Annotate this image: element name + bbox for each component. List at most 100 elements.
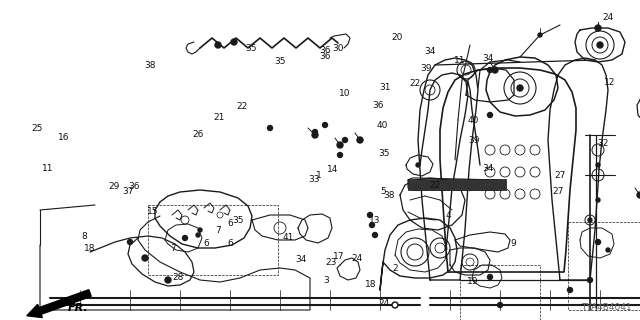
Circle shape: [337, 142, 343, 148]
Text: 6: 6: [204, 239, 209, 248]
Bar: [408, 179, 506, 190]
Circle shape: [595, 239, 600, 244]
Text: 34: 34: [424, 47, 436, 56]
Circle shape: [372, 233, 378, 237]
Text: 24: 24: [378, 300, 390, 308]
Text: 18: 18: [365, 280, 377, 289]
Text: 7: 7: [170, 244, 175, 253]
Circle shape: [568, 287, 573, 292]
Circle shape: [165, 277, 171, 283]
Text: 21: 21: [213, 113, 225, 122]
Text: 27: 27: [554, 171, 566, 180]
Circle shape: [142, 255, 148, 261]
Bar: [568, 222, 640, 310]
Text: 1: 1: [316, 171, 321, 180]
Text: 36: 36: [372, 101, 383, 110]
Text: 34: 34: [482, 164, 493, 173]
Circle shape: [538, 33, 542, 37]
Circle shape: [492, 67, 498, 73]
Bar: [148, 205, 278, 275]
Text: 32: 32: [597, 140, 609, 148]
Text: 38: 38: [145, 61, 156, 70]
Text: 24: 24: [351, 254, 363, 263]
Circle shape: [367, 212, 372, 218]
Circle shape: [196, 233, 200, 237]
Text: 26: 26: [193, 130, 204, 139]
Circle shape: [606, 248, 610, 252]
Text: 28: 28: [172, 273, 184, 282]
Text: 10: 10: [339, 89, 350, 98]
Text: 34: 34: [482, 54, 493, 63]
Circle shape: [497, 302, 502, 308]
Circle shape: [215, 42, 221, 48]
Text: 13: 13: [369, 216, 380, 225]
Text: 2: 2: [393, 264, 398, 273]
Text: 3: 3: [324, 276, 329, 285]
Circle shape: [337, 153, 342, 157]
Circle shape: [488, 113, 493, 117]
Circle shape: [588, 277, 593, 283]
Circle shape: [588, 218, 592, 222]
Text: 35: 35: [245, 44, 257, 53]
Text: 19: 19: [467, 277, 478, 286]
Circle shape: [637, 192, 640, 198]
Circle shape: [488, 275, 493, 279]
Text: 35: 35: [232, 216, 244, 225]
Circle shape: [596, 163, 600, 167]
Text: 16: 16: [58, 133, 70, 142]
Text: 34: 34: [295, 255, 307, 264]
Text: 6: 6: [228, 219, 233, 228]
Circle shape: [595, 25, 601, 31]
Text: 9: 9: [511, 239, 516, 248]
Circle shape: [231, 39, 237, 45]
Text: 36: 36: [319, 52, 331, 61]
Text: 11: 11: [454, 56, 465, 65]
Circle shape: [312, 130, 317, 134]
Circle shape: [392, 302, 398, 308]
Text: 39: 39: [468, 136, 479, 145]
Text: 36: 36: [129, 182, 140, 191]
Text: 33: 33: [308, 175, 319, 184]
Text: 20: 20: [391, 33, 403, 42]
Circle shape: [597, 42, 603, 48]
Text: FR.: FR.: [68, 303, 88, 313]
Circle shape: [357, 137, 363, 143]
Text: 15: 15: [147, 207, 158, 216]
Text: 24: 24: [602, 13, 614, 22]
Text: 18: 18: [84, 244, 95, 253]
Circle shape: [182, 236, 188, 241]
Circle shape: [323, 123, 328, 127]
Text: 35: 35: [378, 149, 390, 158]
Text: 29: 29: [108, 182, 120, 191]
Text: 27: 27: [552, 187, 564, 196]
FancyArrow shape: [27, 290, 91, 317]
Text: 6: 6: [228, 239, 233, 248]
Text: TYA4B4041: TYA4B4041: [581, 303, 632, 312]
Text: 31: 31: [380, 83, 391, 92]
Text: 41: 41: [282, 233, 294, 242]
Text: 5: 5: [380, 188, 385, 196]
Text: 39: 39: [420, 64, 431, 73]
Circle shape: [369, 222, 374, 228]
Circle shape: [416, 163, 420, 167]
Text: 40: 40: [468, 116, 479, 125]
Text: 35: 35: [275, 57, 286, 66]
Text: 7: 7: [215, 226, 220, 235]
Circle shape: [517, 85, 523, 91]
Circle shape: [312, 132, 318, 138]
Text: 37: 37: [122, 188, 134, 196]
Circle shape: [394, 303, 397, 307]
Circle shape: [596, 198, 600, 202]
Text: 30: 30: [332, 44, 344, 53]
Text: 25: 25: [31, 124, 43, 133]
Text: 38: 38: [383, 191, 395, 200]
Text: 22: 22: [236, 102, 248, 111]
Circle shape: [127, 239, 132, 244]
Text: 14: 14: [327, 165, 339, 174]
Text: 8: 8: [82, 232, 87, 241]
Text: 22: 22: [429, 181, 441, 190]
Text: 23: 23: [326, 258, 337, 267]
Text: 4: 4: [445, 211, 451, 220]
Text: 11: 11: [42, 164, 54, 173]
Text: 36: 36: [319, 46, 331, 55]
